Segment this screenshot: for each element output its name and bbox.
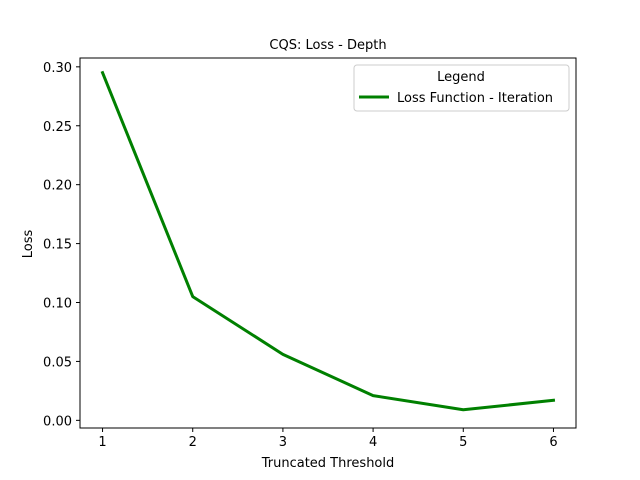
legend-frame — [353, 64, 570, 112]
data-point — [281, 353, 284, 356]
y-tick-label: 0.30 — [43, 61, 72, 76]
data-point — [101, 71, 104, 74]
y-tick-label: 0.20 — [43, 179, 72, 194]
y-axis-label: Loss — [21, 230, 36, 259]
plot-area: 1 2 3 4 5 6 0.00 0.05 0.10 0.15 0.20 0.25 0.30 — [43, 57, 577, 450]
x-tick-label: 2 — [189, 435, 197, 450]
x-tick-label: 6 — [549, 435, 557, 450]
y-tick-label: 0.15 — [43, 238, 72, 253]
y-tick-label: 0.25 — [43, 120, 72, 135]
data-point — [372, 394, 375, 397]
x-axis-label: Truncated Threshold — [261, 456, 395, 471]
data-point — [462, 408, 465, 411]
data-point — [191, 295, 194, 298]
x-tick-label: 5 — [459, 435, 467, 450]
x-tick-label: 3 — [279, 435, 287, 450]
chart-title: CQS: Loss - Depth — [269, 38, 386, 53]
y-tick-label: 0.10 — [43, 297, 72, 312]
legend-entry-label: Loss Function - Iteration — [397, 91, 553, 106]
y-tick-label: 0.00 — [43, 414, 72, 429]
series-line-loss-function-iteration — [100, 70, 556, 412]
data-point — [552, 399, 555, 402]
x-tick-label: 4 — [369, 435, 377, 450]
y-tick-label: 0.05 — [43, 355, 72, 370]
plot-frame — [79, 57, 577, 429]
legend-title: Legend — [437, 70, 485, 85]
legend: Legend Loss Function - Iteration — [353, 64, 570, 112]
x-tick-label: 1 — [98, 435, 106, 450]
